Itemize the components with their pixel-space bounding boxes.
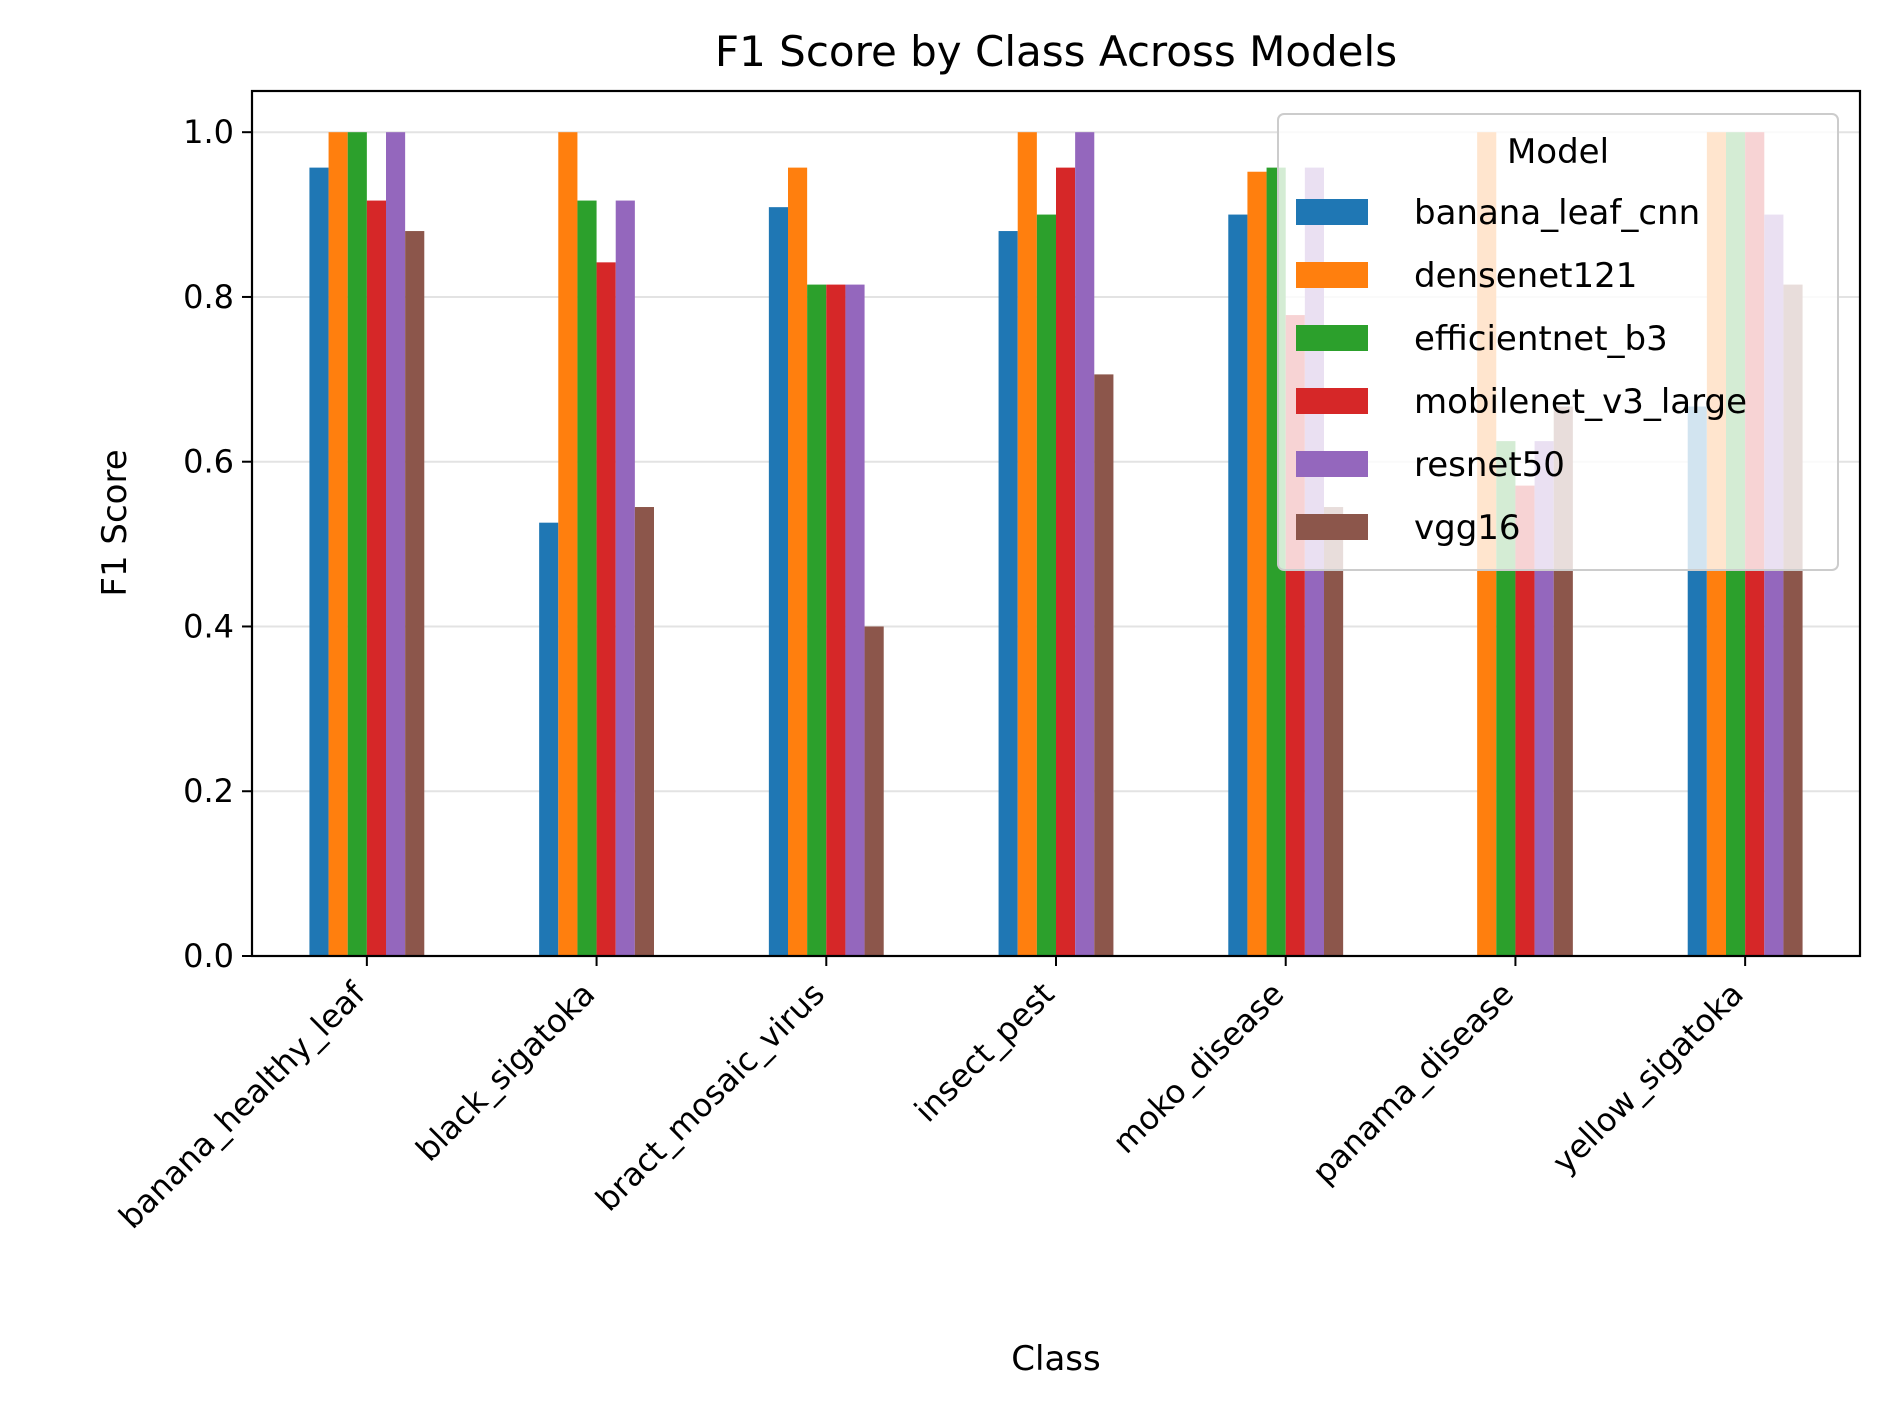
bar-resnet50-insect_pest — [1075, 132, 1095, 956]
bar-vgg16-banana_healthy_leaf — [405, 231, 425, 957]
bar-mobilenet_v3_large-black_sigatoka — [596, 262, 616, 956]
legend: Model banana_leaf_cnn densenet121 efficien… — [1277, 113, 1839, 571]
bar-vgg16-bract_mosaic_virus — [864, 626, 884, 956]
bar-mobilenet_v3_large-panama_disease — [1515, 485, 1535, 956]
bar-densenet121-moko_disease — [1247, 171, 1267, 956]
bar-resnet50-black_sigatoka — [615, 200, 635, 957]
legend-swatch — [1296, 451, 1368, 477]
legend-swatch — [1296, 262, 1368, 288]
bar-banana_leaf_cnn-banana_healthy_leaf — [309, 167, 329, 957]
y-tick-label: 0.0 — [183, 937, 234, 975]
chart-title: F1 Score by Class Across Models — [715, 27, 1397, 76]
legend-swatch — [1296, 388, 1368, 414]
y-tick-label: 0.4 — [183, 607, 234, 645]
y-tick-label: 0.6 — [183, 443, 234, 481]
bar-densenet121-banana_healthy_leaf — [328, 132, 348, 956]
y-tick-label: 0.8 — [183, 278, 234, 316]
bar-banana_leaf_cnn-moko_disease — [1228, 214, 1248, 957]
legend-label: densenet121 — [1414, 256, 1637, 296]
legend-box — [1277, 113, 1839, 571]
bar-banana_leaf_cnn-black_sigatoka — [539, 522, 559, 956]
bar-efficientnet_b3-insect_pest — [1036, 214, 1056, 957]
bar-vgg16-moko_disease — [1324, 507, 1344, 956]
legend-label: banana_leaf_cnn — [1414, 193, 1700, 233]
legend-swatch — [1296, 325, 1368, 351]
bar-resnet50-banana_healthy_leaf — [386, 132, 406, 956]
bar-efficientnet_b3-black_sigatoka — [577, 200, 597, 957]
legend-label: vgg16 — [1414, 508, 1521, 548]
y-axis: 0.0 0.2 0.4 0.6 0.8 1.0 — [183, 113, 252, 975]
bar-densenet121-black_sigatoka — [558, 132, 578, 956]
legend-swatch — [1296, 514, 1368, 540]
y-axis-label: F1 Score — [95, 449, 135, 596]
bar-densenet121-insect_pest — [1017, 132, 1037, 956]
legend-title: Model — [1507, 132, 1609, 172]
bar-efficientnet_b3-banana_healthy_leaf — [347, 132, 367, 956]
bar-vgg16-black_sigatoka — [634, 507, 654, 956]
bar-efficientnet_b3-bract_mosaic_virus — [807, 284, 827, 957]
bar-banana_leaf_cnn-insect_pest — [998, 231, 1018, 957]
bar-mobilenet_v3_large-insect_pest — [1056, 167, 1076, 957]
y-tick-label: 1.0 — [183, 113, 234, 151]
legend-label: mobilenet_v3_large — [1414, 382, 1747, 422]
bar-resnet50-bract_mosaic_virus — [845, 284, 865, 957]
legend-label: resnet50 — [1414, 445, 1565, 485]
x-axis-label: Class — [1011, 1339, 1100, 1379]
y-tick-label: 0.2 — [183, 772, 234, 810]
bar-densenet121-bract_mosaic_virus — [788, 167, 808, 957]
bar-banana_leaf_cnn-bract_mosaic_virus — [768, 207, 788, 956]
legend-label: efficientnet_b3 — [1414, 319, 1668, 359]
bar-mobilenet_v3_large-banana_healthy_leaf — [366, 200, 386, 957]
bar-vgg16-insect_pest — [1094, 374, 1114, 956]
bar-mobilenet_v3_large-bract_mosaic_virus — [826, 284, 846, 957]
legend-swatch — [1296, 199, 1368, 225]
